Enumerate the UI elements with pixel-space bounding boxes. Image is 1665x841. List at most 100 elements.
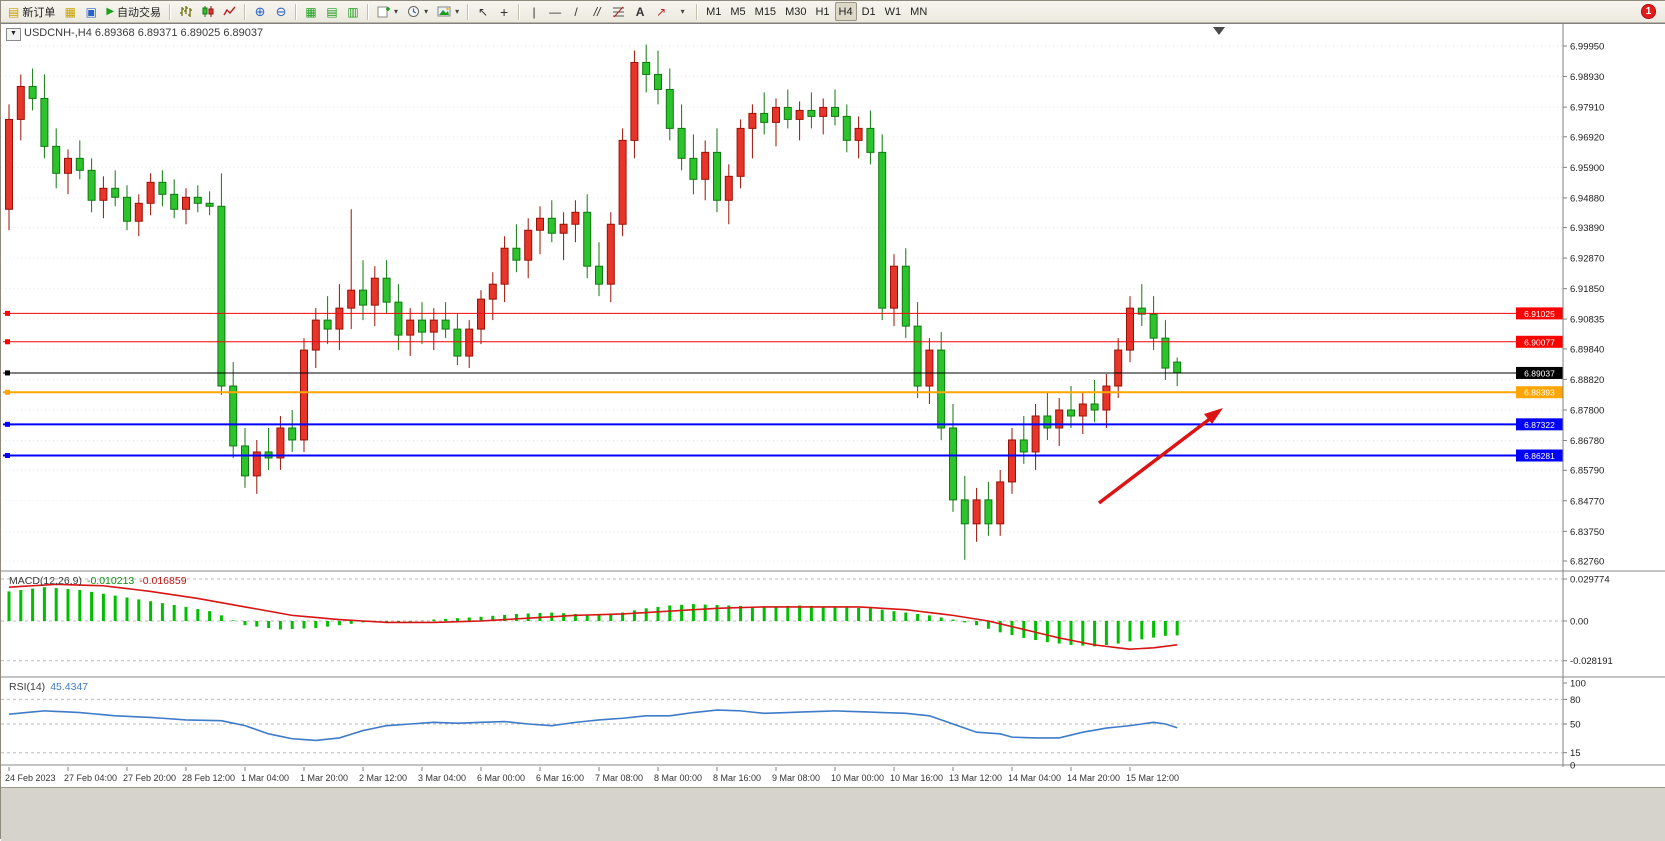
bear-candle [665, 88, 674, 129]
bull-candle [1102, 385, 1111, 411]
bar-chart-button[interactable] [175, 2, 196, 21]
new-order-icon: ▤ [8, 4, 20, 19]
bull-candle [146, 181, 155, 204]
bear-candle [642, 61, 651, 75]
svg-text:6.86281: 6.86281 [1524, 451, 1555, 461]
dropdown-caret-icon: ▾ [455, 7, 460, 16]
time-axis-label: 27 Feb 04:00 [64, 773, 117, 783]
chart-shift-marker[interactable] [1213, 27, 1225, 35]
chart-title: USDCNH-,H4 6.89368 6.89371 6.89025 6.890… [24, 27, 264, 39]
price-axis-label: 6.82760 [1570, 556, 1604, 567]
template-button[interactable]: ▾ [433, 2, 463, 21]
timeframe-button-d1[interactable]: D1 [858, 2, 880, 21]
tile-horizontal-button[interactable]: ▤ [322, 2, 342, 21]
new-chart-button[interactable]: ▾ [373, 2, 402, 21]
price-axis-label: 6.89840 [1570, 344, 1604, 355]
arrows-tool-button[interactable]: ↗ [651, 2, 671, 21]
price-level-tag [1516, 366, 1563, 379]
rsi-title: RSI(14) [9, 681, 46, 693]
bull-candle [370, 277, 379, 306]
time-axis-label: 13 Mar 12:00 [949, 773, 1002, 783]
timeframe-button-h4[interactable]: H4 [834, 2, 857, 21]
bear-candle [913, 325, 922, 387]
template-icon [437, 6, 451, 17]
bear-candle [1161, 337, 1170, 369]
bear-candle [453, 328, 462, 357]
bull-candle [488, 283, 497, 300]
bull-candle [252, 451, 261, 477]
svg-text:6.88393: 6.88393 [1524, 388, 1555, 398]
level-anchor-handle [5, 370, 10, 376]
bear-candle [87, 169, 96, 201]
bull-candle [429, 319, 438, 333]
timeframe-button-m1[interactable]: M1 [702, 2, 725, 21]
fibonacci-icon [613, 6, 625, 18]
bear-candle [583, 211, 592, 267]
line-chart-button[interactable] [219, 2, 240, 21]
trendline-button[interactable]: / [566, 2, 586, 21]
bull-candle [524, 229, 533, 261]
bear-candle [52, 145, 61, 174]
bear-candle [1090, 403, 1099, 411]
horizontal-line-button[interactable]: — [545, 2, 565, 21]
channel-button[interactable]: // [587, 2, 607, 21]
svg-text:6.87322: 6.87322 [1524, 420, 1555, 430]
price-axis-label: 6.87800 [1570, 406, 1604, 417]
crosshair-button[interactable]: + [494, 2, 514, 21]
tile-vertical-button[interactable]: ▥ [343, 2, 363, 21]
time-axis-label: 28 Feb 12:00 [182, 773, 235, 783]
profiles-button[interactable]: ▣ [81, 2, 101, 21]
zoom-in-button[interactable]: ⊕ [250, 2, 270, 21]
timeframe-button-mn[interactable]: MN [906, 2, 931, 21]
chart-canvas[interactable]: 6.99950 6.98930 6.97910 6.96920 6.95900 6.948… [1, 23, 1665, 787]
charts-button[interactable]: ▦ [60, 2, 80, 21]
bull-candle [347, 289, 356, 309]
bull-candle [630, 61, 639, 141]
bull-candle [571, 211, 580, 225]
rsi-line [8, 709, 1178, 742]
candlestick-chart-button[interactable] [197, 2, 218, 21]
bull-candle [16, 85, 25, 120]
trend-arrow[interactable] [1097, 416, 1213, 505]
time-axis-label: 10 Mar 16:00 [890, 773, 943, 783]
autotrading-button[interactable]: ▶ 自动交易 [102, 2, 165, 21]
new-order-button[interactable]: ▤ 新订单 [4, 2, 59, 21]
time-axis-label: 1 Mar 20:00 [300, 773, 348, 783]
timeframe-button-m15[interactable]: M15 [751, 2, 780, 21]
timeframe-button-m30[interactable]: M30 [781, 2, 810, 21]
level-anchor-handle [5, 389, 10, 395]
bull-candle [500, 247, 509, 285]
clock-icon [408, 6, 420, 17]
bear-candle [677, 127, 686, 159]
macd-title: MACD(12,26,9) [9, 575, 82, 587]
candlestick-chart-icon [202, 6, 214, 17]
tile-windows-button[interactable]: ▦ [301, 2, 321, 21]
macd-signal-line [8, 583, 1178, 650]
price-axis-label: 6.92870 [1570, 254, 1604, 265]
bull-candle [335, 307, 344, 330]
bear-candle [241, 445, 249, 477]
trendline-icon: / [574, 4, 578, 19]
bull-candle [406, 319, 415, 336]
toolbar-separator [169, 3, 172, 20]
timeframe-button-m5[interactable]: M5 [726, 2, 749, 21]
timeframe-button-w1[interactable]: W1 [881, 2, 906, 21]
bull-candle [736, 127, 745, 177]
period-button[interactable]: ▾ [403, 2, 432, 21]
zoom-out-button[interactable]: ⊖ [271, 2, 291, 21]
bear-candle [595, 265, 603, 285]
dropdown-caret-icon: ▾ [394, 7, 399, 16]
fibonacci-button[interactable] [608, 2, 629, 21]
time-axis-label: 2 Mar 12:00 [359, 773, 407, 783]
objects-dropdown-button[interactable]: ▾ [672, 2, 692, 21]
chart-menu-button[interactable]: ▼ [6, 28, 21, 41]
text-tool-button[interactable]: A [630, 2, 650, 21]
dropdown-caret-icon: ▾ [424, 7, 429, 16]
notification-badge[interactable]: 1 [1641, 4, 1656, 19]
bull-candle [618, 139, 627, 225]
timeframe-button-h1[interactable]: H1 [811, 2, 833, 21]
price-axis-label: 6.86780 [1570, 436, 1604, 447]
cursor-button[interactable]: ↖ [473, 2, 493, 21]
bear-candle [807, 109, 816, 117]
vertical-line-button[interactable]: | [524, 2, 544, 21]
